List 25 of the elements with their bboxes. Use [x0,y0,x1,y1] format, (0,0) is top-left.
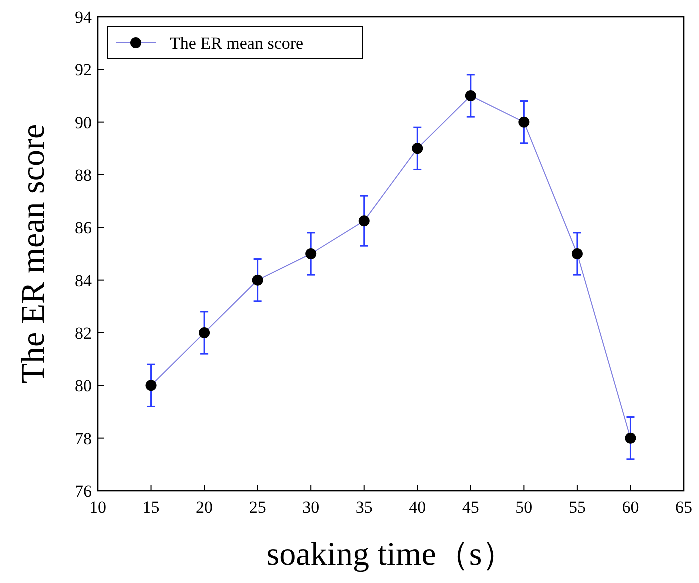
x-tick-label: 40 [409,498,426,517]
y-tick-label: 82 [75,324,92,343]
y-axis-title: The ER mean score [16,124,52,384]
x-tick-label: 45 [462,498,480,517]
x-tick-label: 15 [142,498,160,517]
y-tick-label: 88 [75,166,92,185]
x-tick-label: 50 [516,498,533,517]
x-tick-label: 65 [676,498,692,517]
y-tick-label: 90 [75,113,92,132]
y-tick-label: 94 [75,8,92,27]
y-tick-label: 80 [75,376,92,396]
x-tick-label: 25 [249,498,266,517]
y-tick-label: 86 [75,218,92,238]
y-tick-label: 76 [75,482,92,501]
x-tick-label: 10 [90,498,106,517]
x-tick-label: 20 [196,498,214,517]
legend-label: The ER mean score [170,34,304,53]
x-tick-label: 30 [302,498,320,517]
x-tick-label: 55 [568,498,586,517]
y-tick-label: 92 [75,60,92,80]
x-axis-title: soaking time（s） [266,537,516,573]
x-tick-label: 35 [356,498,373,517]
y-tick-label: 78 [75,429,92,448]
x-tick-label: 60 [622,498,640,517]
y-tick-label: 84 [75,271,92,290]
